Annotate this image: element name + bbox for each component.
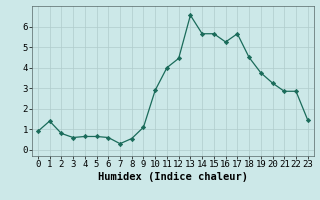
X-axis label: Humidex (Indice chaleur): Humidex (Indice chaleur) (98, 172, 248, 182)
